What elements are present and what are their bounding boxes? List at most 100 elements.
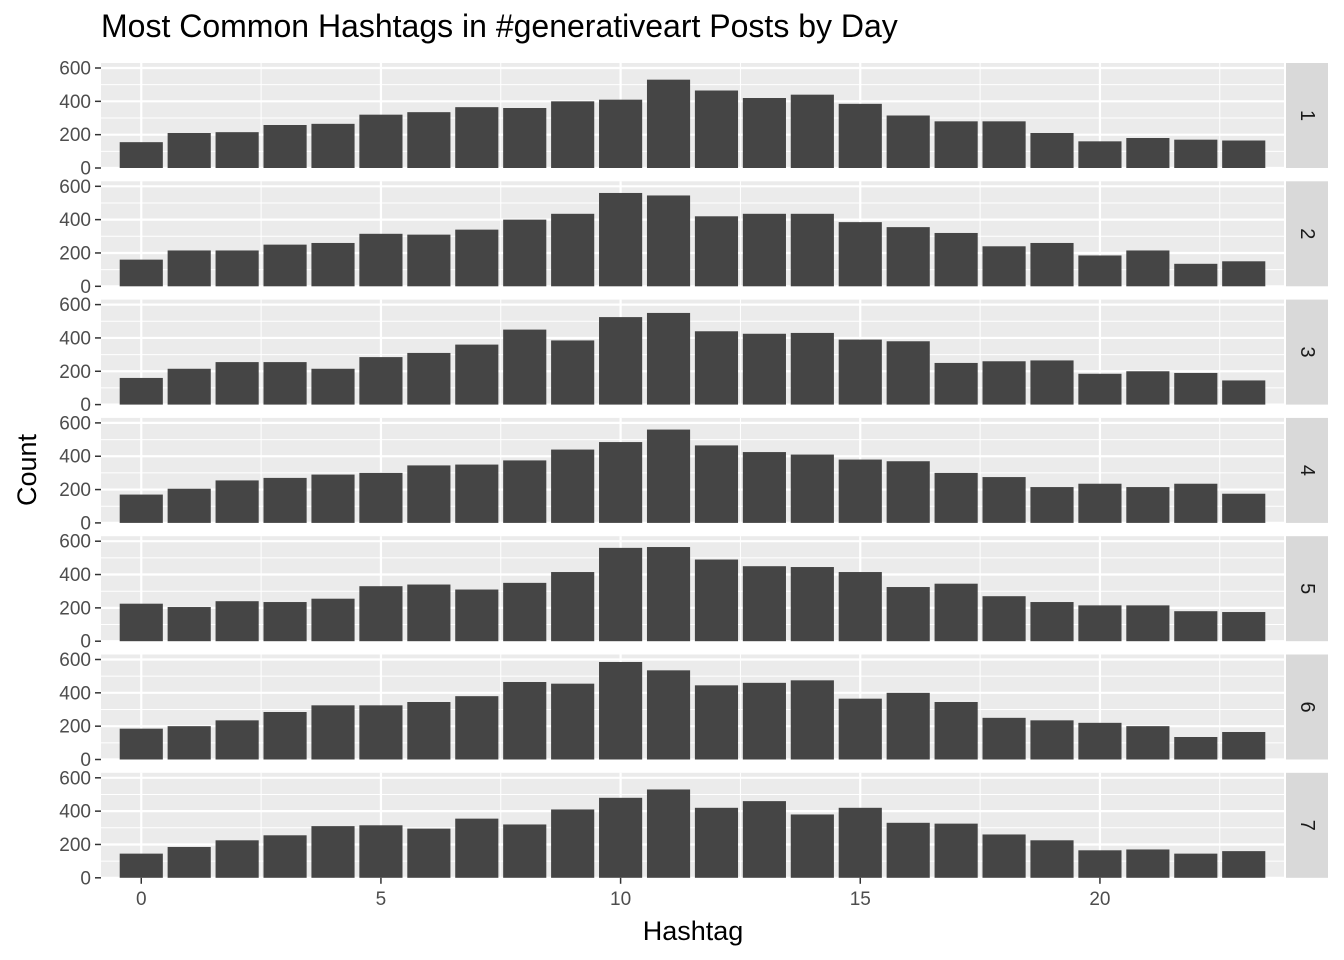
bar — [1030, 242, 1074, 287]
bar — [838, 459, 882, 523]
bar — [886, 822, 930, 878]
bar — [742, 801, 786, 878]
y-tick-label: 600 — [59, 650, 91, 671]
facet-strip-label: 1 — [1296, 110, 1318, 121]
y-tick-label: 0 — [80, 277, 91, 298]
bar — [1174, 737, 1218, 760]
bar — [119, 494, 163, 523]
bar — [742, 213, 786, 287]
bar — [982, 121, 1026, 168]
x-tick-label: 5 — [376, 889, 387, 910]
bar — [694, 90, 739, 168]
bar — [311, 598, 355, 642]
bar — [934, 121, 978, 168]
bar — [982, 361, 1026, 405]
bar — [167, 607, 211, 642]
bar — [1222, 140, 1266, 168]
bar — [407, 702, 451, 760]
bar — [1030, 133, 1074, 168]
y-tick-label: 600 — [59, 532, 91, 553]
bar — [599, 192, 643, 287]
facet-strip-label: 4 — [1296, 465, 1318, 476]
y-tick-label: 400 — [59, 683, 91, 704]
bar — [215, 601, 259, 642]
facet-strip — [1286, 299, 1328, 405]
bar — [934, 583, 978, 642]
y-tick-label: 200 — [59, 125, 91, 146]
facet-panel-1: 0 200 400 600 1 — [59, 59, 1328, 180]
bar — [742, 333, 786, 405]
bar — [551, 449, 595, 523]
bar — [167, 250, 211, 287]
bar — [119, 853, 163, 878]
bar — [455, 589, 499, 642]
bar — [551, 572, 595, 642]
facet-strip — [1286, 63, 1328, 168]
chart-title: Most Common Hashtags in #generativeart P… — [101, 8, 898, 44]
facet-strip-label: 3 — [1296, 347, 1318, 358]
bar — [646, 670, 691, 760]
bar — [215, 132, 259, 168]
bar — [551, 683, 595, 760]
bar — [646, 547, 691, 642]
bar — [934, 232, 978, 287]
bar — [599, 317, 643, 405]
bar — [1222, 261, 1266, 287]
bar — [503, 824, 547, 878]
bar — [982, 477, 1026, 523]
bar — [503, 682, 547, 760]
y-tick-label: 400 — [59, 802, 91, 823]
bar — [694, 559, 739, 642]
bar — [1222, 732, 1266, 760]
x-axis-title: Hashtag — [643, 916, 744, 946]
bar — [838, 339, 882, 405]
bar — [407, 465, 451, 523]
bar — [886, 341, 930, 405]
bar — [1174, 372, 1218, 405]
bar — [1174, 611, 1218, 642]
bar — [599, 662, 643, 760]
bar — [1078, 605, 1122, 642]
bar — [1126, 487, 1170, 523]
bar — [503, 582, 547, 642]
bar — [934, 362, 978, 405]
bar — [455, 107, 499, 168]
bar — [646, 429, 691, 523]
bar — [1126, 371, 1170, 405]
y-tick-label: 200 — [59, 598, 91, 619]
bar — [838, 572, 882, 642]
bar — [790, 332, 834, 405]
bar — [215, 362, 259, 405]
bar — [646, 312, 691, 405]
bar — [311, 368, 355, 405]
bar — [359, 357, 403, 405]
y-tick-label: 600 — [59, 295, 91, 316]
bar — [1126, 849, 1170, 878]
bar — [790, 680, 834, 760]
bar — [311, 705, 355, 760]
bar — [646, 79, 691, 168]
bar — [359, 586, 403, 642]
bar — [311, 123, 355, 168]
y-tick-label: 0 — [80, 632, 91, 653]
bar — [359, 472, 403, 523]
bar — [934, 702, 978, 760]
bar — [1126, 605, 1170, 642]
bar — [1222, 380, 1266, 405]
bar — [215, 840, 259, 878]
facet-panel-2: 0 200 400 600 2 — [59, 177, 1328, 298]
bar — [790, 213, 834, 287]
bar — [167, 488, 211, 523]
bar — [167, 133, 211, 168]
bar — [1174, 139, 1218, 168]
bar — [119, 603, 163, 642]
y-tick-label: 400 — [59, 328, 91, 349]
bar — [119, 377, 163, 405]
facet-panels: 0200400600102004006002020040060030200400… — [59, 59, 1328, 889]
facet-strip — [1286, 417, 1328, 523]
y-tick-label: 400 — [59, 92, 91, 113]
bar — [263, 362, 307, 405]
bar — [551, 213, 595, 287]
facet-strip-label: 7 — [1296, 820, 1318, 831]
bar — [455, 696, 499, 760]
